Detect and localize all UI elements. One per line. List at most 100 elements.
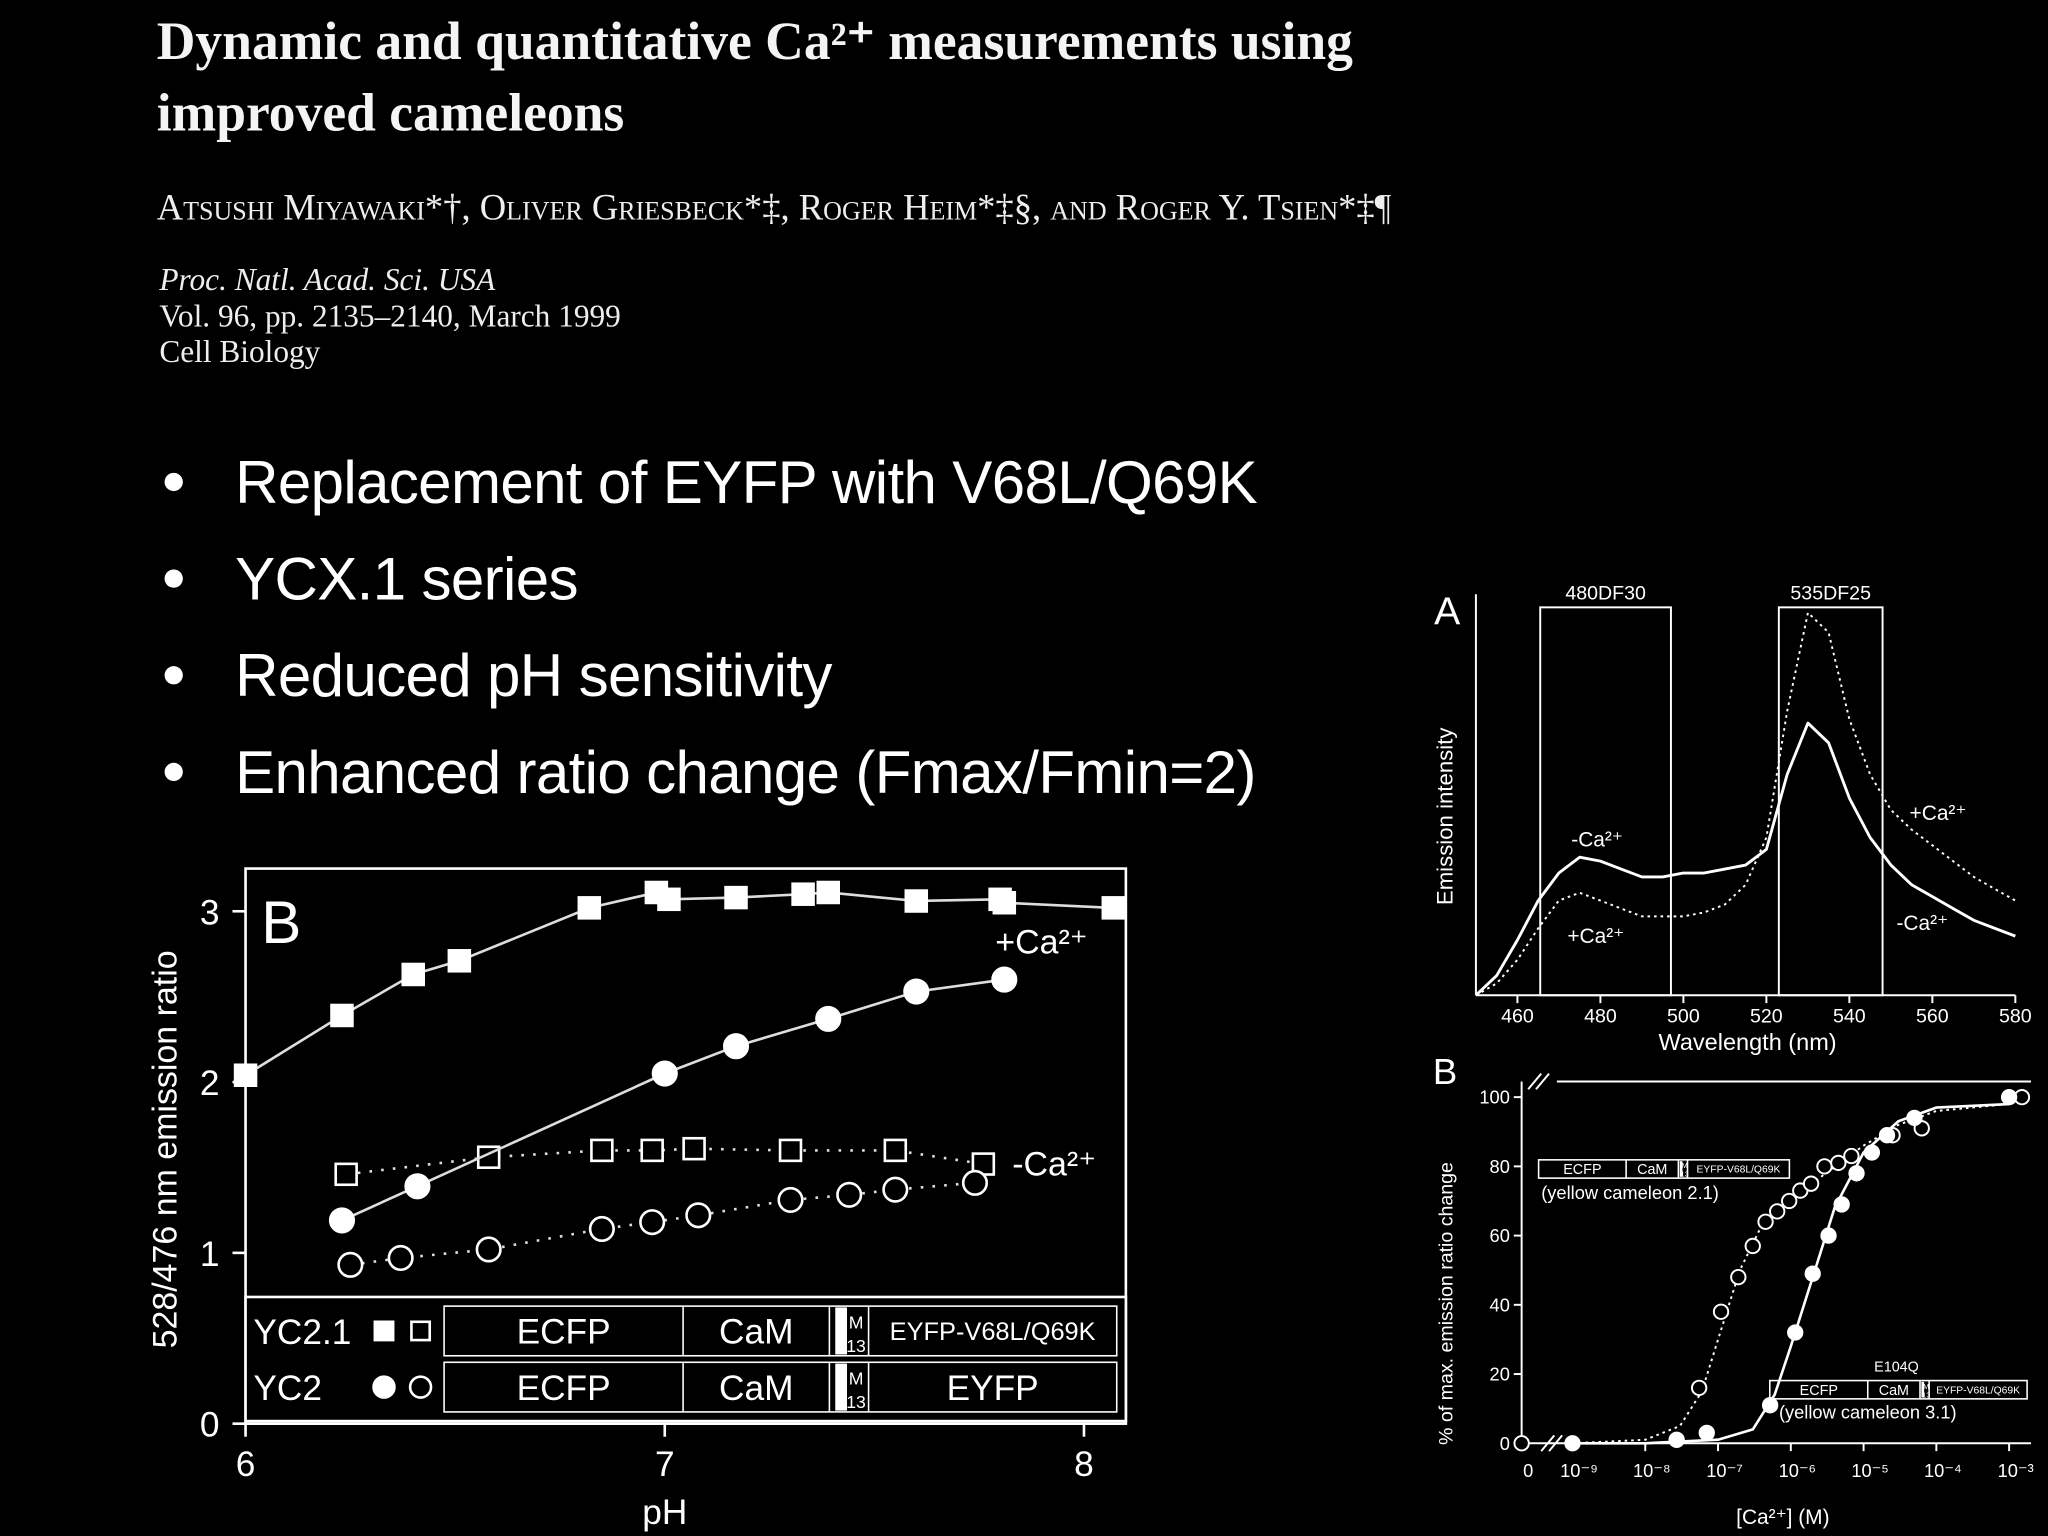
data-marker	[1906, 1109, 1923, 1127]
x-tick-label: 580	[1999, 1006, 2032, 1028]
series-line	[350, 1181, 976, 1267]
annotation: +Ca²⁺	[995, 923, 1087, 961]
y-axis-label: % of max. emission ratio change	[1435, 1162, 1457, 1445]
panel-label: A	[1434, 590, 1461, 633]
construct-domain: ECFP	[517, 1313, 611, 1352]
data-marker	[475, 1236, 502, 1263]
y-axis-label: Emission intensity	[1432, 727, 1457, 905]
x-tick-label: 520	[1750, 1006, 1783, 1028]
journal: Proc. Natl. Acad. Sci. USA	[158, 262, 496, 297]
data-marker	[992, 890, 1017, 915]
x-axis-label: pH	[642, 1493, 687, 1532]
construct-caption: (yellow cameleon 2.1)	[1541, 1182, 1719, 1203]
data-marker	[685, 1202, 712, 1229]
data-marker	[387, 1244, 414, 1272]
y-tick-label: 0	[1500, 1433, 1510, 1454]
data-marker	[1781, 1192, 1798, 1210]
section: Cell Biology	[159, 334, 320, 369]
linker-block	[835, 1363, 848, 1411]
x-tick-label: 10⁻⁴	[1924, 1460, 1962, 1481]
bullet-dot	[164, 472, 183, 492]
data-marker	[1757, 1213, 1774, 1230]
data-marker	[1833, 1196, 1850, 1213]
data-marker	[883, 1138, 908, 1163]
data-marker	[836, 1181, 863, 1208]
data-marker	[882, 1176, 909, 1203]
panel-label: B	[261, 889, 301, 956]
data-marker	[588, 1215, 615, 1243]
data-marker	[651, 1060, 678, 1087]
axis-break	[1548, 1434, 1563, 1452]
data-marker	[1802, 1175, 1820, 1192]
data-marker	[404, 1173, 431, 1200]
data-marker	[330, 1003, 354, 1028]
data-marker	[904, 889, 929, 913]
data-marker	[337, 1251, 364, 1278]
construct-domain: ECFP	[1800, 1383, 1838, 1399]
construct-name: YC2	[253, 1369, 322, 1408]
linker-block	[1921, 1381, 1925, 1398]
x-tick-label: 560	[1916, 1006, 1949, 1028]
x-axis-label: [Ca²⁺] (M)	[1736, 1506, 1829, 1529]
data-marker	[233, 1063, 258, 1087]
paper-title: improved cameleons	[157, 83, 625, 143]
data-marker	[334, 1162, 358, 1187]
data-marker	[1101, 896, 1126, 920]
data-marker	[1564, 1435, 1581, 1452]
data-marker	[410, 1320, 432, 1342]
construct-caption: (yellow cameleon 3.1)	[1779, 1401, 1957, 1422]
data-marker	[590, 1138, 614, 1163]
data-marker	[1668, 1431, 1685, 1448]
data-marker	[1690, 1379, 1708, 1397]
construct-domain: EYFP-V68L/Q69K	[1936, 1385, 2020, 1396]
series-label: +Ca²⁺	[1910, 802, 1967, 825]
construct-name: YC2.1	[253, 1313, 351, 1352]
volume: Vol. 96, pp. 2135–2140, March 1999	[159, 299, 621, 334]
axis-break	[1527, 1073, 1542, 1090]
data-marker	[1830, 1154, 1847, 1172]
construct-box	[443, 1305, 1118, 1357]
data-marker	[372, 1375, 396, 1399]
x-tick-label: 460	[1501, 1006, 1534, 1028]
data-marker	[1820, 1227, 1837, 1244]
filter-label: 535DF25	[1790, 583, 1871, 605]
data-marker	[1712, 1303, 1730, 1320]
x-tick-label: 10⁻⁵	[1851, 1460, 1889, 1481]
linker-label: M	[1682, 1162, 1688, 1170]
x-tick-label: 10⁻⁷	[1706, 1460, 1743, 1481]
construct-domain: CaM	[719, 1313, 793, 1352]
construct-box	[443, 1361, 1118, 1413]
construct-box	[1537, 1159, 1791, 1179]
construct-box	[1769, 1379, 2028, 1400]
data-marker	[1730, 1268, 1747, 1286]
authors: Atsushi Miyawaki*†, Oliver Griesbeck*‡, …	[157, 186, 1392, 227]
data-marker	[1769, 1203, 1786, 1220]
data-marker	[791, 882, 815, 906]
bullet-text: Reduced pH sensitivity	[235, 642, 832, 709]
x-tick-label: 8	[1074, 1445, 1094, 1484]
data-marker	[903, 978, 930, 1005]
data-marker	[577, 896, 602, 920]
data-marker	[1513, 1435, 1530, 1452]
spectrum-line	[1474, 721, 2016, 997]
bullet-text: Enhanced ratio change (Fmax/Fmin=2)	[235, 739, 1256, 806]
linker-block	[1679, 1161, 1683, 1177]
data-marker	[1761, 1397, 1779, 1414]
y-tick-label: 20	[1490, 1364, 1510, 1385]
data-marker	[401, 962, 425, 987]
x-tick-label: 10⁻⁹	[1560, 1460, 1598, 1481]
x-axis-label: Wavelength (nm)	[1659, 1029, 1837, 1055]
data-marker	[815, 1005, 842, 1032]
x-tick-label: 500	[1667, 1006, 1700, 1028]
data-marker	[1878, 1127, 1896, 1144]
bullet-dot	[164, 666, 183, 685]
axis-break	[1540, 1434, 1556, 1452]
construct-domain: EYFP	[947, 1369, 1039, 1408]
panel-label: B	[1433, 1051, 1457, 1092]
data-marker	[639, 1209, 666, 1236]
x-tick-label: 10⁻⁶	[1779, 1460, 1816, 1481]
data-marker	[640, 1138, 664, 1163]
bullet-dot	[164, 569, 183, 588]
